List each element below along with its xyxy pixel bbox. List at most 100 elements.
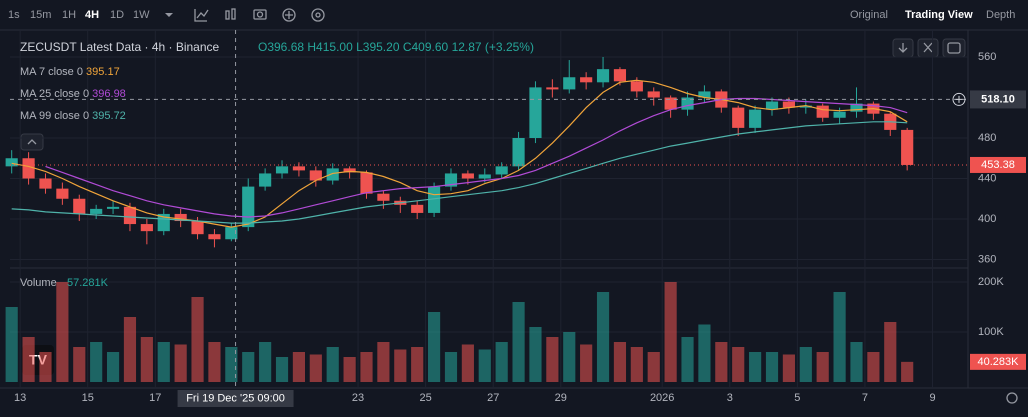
y-tick-label: 440 bbox=[978, 172, 996, 184]
y-tick-label: 360 bbox=[978, 253, 996, 265]
volume-bar bbox=[850, 342, 863, 382]
candle-body bbox=[140, 224, 153, 232]
indicator-icon[interactable] bbox=[194, 9, 209, 22]
view-tab[interactable]: Depth bbox=[986, 9, 1015, 21]
candle-body bbox=[546, 87, 559, 90]
volume-bar bbox=[106, 352, 120, 382]
readout-part: 396.98 bbox=[92, 88, 126, 100]
x-tick-label: 25 bbox=[420, 392, 432, 404]
candle-body bbox=[5, 158, 18, 167]
interval-button[interactable]: 1D bbox=[110, 9, 124, 21]
volume-tag bbox=[970, 353, 1026, 370]
collapse-button[interactable] bbox=[20, 133, 44, 151]
readout-part: MA 99 close 0 bbox=[20, 110, 89, 122]
volume-bar bbox=[816, 352, 829, 382]
chart-title: ZECUSDT Latest Data · 4h · Binance bbox=[20, 40, 220, 54]
volume-bar bbox=[343, 357, 356, 382]
volume-bar bbox=[647, 352, 660, 382]
y-tick-label: 400 bbox=[978, 213, 996, 225]
candle-body bbox=[242, 186, 255, 228]
ma-legend: MA 25 close 0 396.98 bbox=[20, 88, 126, 100]
crosshair-price-label: 518.10 bbox=[981, 93, 1015, 105]
volume-bar bbox=[191, 297, 204, 382]
readout-part: H415.00 bbox=[307, 40, 353, 54]
volume-bar bbox=[157, 342, 170, 382]
volume-bar bbox=[73, 347, 86, 382]
candle-body bbox=[73, 198, 86, 214]
candle-body bbox=[816, 105, 829, 118]
y-tick-label: 100K bbox=[978, 326, 1004, 338]
candle-body bbox=[208, 234, 221, 240]
view-tab[interactable]: Original bbox=[850, 9, 888, 21]
x-tick-label: 2026 bbox=[650, 392, 674, 404]
volume-bar bbox=[411, 347, 424, 382]
candle-body bbox=[596, 69, 610, 83]
candle-body bbox=[664, 97, 677, 110]
x-tick-label: 27 bbox=[487, 392, 499, 404]
settings-icon[interactable] bbox=[311, 8, 325, 22]
interval-button[interactable]: 1s bbox=[8, 9, 20, 21]
interval-button[interactable]: 4H bbox=[85, 9, 99, 21]
candle-body bbox=[647, 91, 660, 98]
candle-body bbox=[580, 77, 593, 83]
volume-tag-label: 40.283K bbox=[978, 356, 1020, 368]
candle-body bbox=[529, 87, 542, 139]
button-icon bbox=[923, 42, 933, 53]
add-alert-icon[interactable] bbox=[952, 92, 966, 106]
volume-bar bbox=[512, 302, 525, 382]
crosshair-time-tag bbox=[177, 390, 294, 407]
volume-bar bbox=[225, 347, 238, 382]
volume-bar bbox=[749, 352, 762, 382]
volume-bar bbox=[563, 332, 576, 382]
volume-bar bbox=[360, 352, 373, 382]
readout-part: C409.60 bbox=[403, 40, 449, 54]
add-icon[interactable] bbox=[282, 8, 296, 22]
volume-bar bbox=[444, 352, 458, 382]
view-tab[interactable]: Trading View bbox=[905, 9, 973, 21]
volume-bar bbox=[208, 342, 221, 382]
candle-body bbox=[512, 138, 525, 167]
volume-bar bbox=[833, 292, 846, 382]
readout-part: 395.17 bbox=[86, 66, 120, 78]
candle-body bbox=[563, 77, 576, 90]
readout-part: O396.68 bbox=[258, 40, 304, 54]
candle-body bbox=[275, 166, 289, 174]
volume-bar bbox=[478, 349, 491, 382]
candle-body bbox=[360, 172, 373, 194]
ma-line bbox=[11, 79, 908, 228]
crosshair-price-tag bbox=[970, 90, 1026, 109]
dropdown-icon[interactable] bbox=[165, 13, 173, 17]
button[interactable] bbox=[942, 38, 966, 58]
candles-icon[interactable] bbox=[225, 8, 236, 20]
crosshair-time-label: Fri 19 Dec '25 09:00 bbox=[186, 392, 285, 404]
interval-button[interactable]: 15m bbox=[30, 9, 51, 21]
volume-bar bbox=[377, 342, 390, 382]
volume-bar bbox=[782, 354, 795, 382]
x-tick-label: 23 bbox=[352, 392, 364, 404]
volume-bar bbox=[5, 307, 18, 382]
volume-bar bbox=[715, 342, 728, 382]
volume-bar bbox=[596, 292, 610, 382]
camera-icon[interactable] bbox=[253, 9, 267, 20]
candle-body bbox=[292, 166, 306, 171]
volume-bar bbox=[22, 337, 35, 382]
button-icon bbox=[947, 42, 961, 54]
ohlc-readout: O396.68 H415.00 L395.20 C409.60 12.87 (+… bbox=[258, 40, 534, 54]
candle-body bbox=[22, 158, 35, 179]
interval-button[interactable]: 1H bbox=[62, 9, 76, 21]
readout-part: MA 25 close 0 bbox=[20, 88, 89, 100]
volume-bar bbox=[546, 337, 559, 382]
volume-bar bbox=[799, 347, 812, 382]
button-icon bbox=[898, 43, 908, 53]
volume-bar bbox=[56, 282, 69, 382]
settings-icon[interactable] bbox=[1006, 392, 1018, 404]
y-tick-label: 480 bbox=[978, 132, 996, 144]
volume-bar bbox=[90, 342, 103, 382]
x-tick-label: 3 bbox=[727, 392, 733, 404]
volume-bar bbox=[867, 352, 880, 382]
interval-button[interactable]: 1W bbox=[133, 9, 150, 21]
candle-body bbox=[225, 227, 238, 240]
volume-bar bbox=[123, 317, 137, 382]
candle-body bbox=[850, 103, 863, 112]
candle-body bbox=[191, 221, 204, 235]
